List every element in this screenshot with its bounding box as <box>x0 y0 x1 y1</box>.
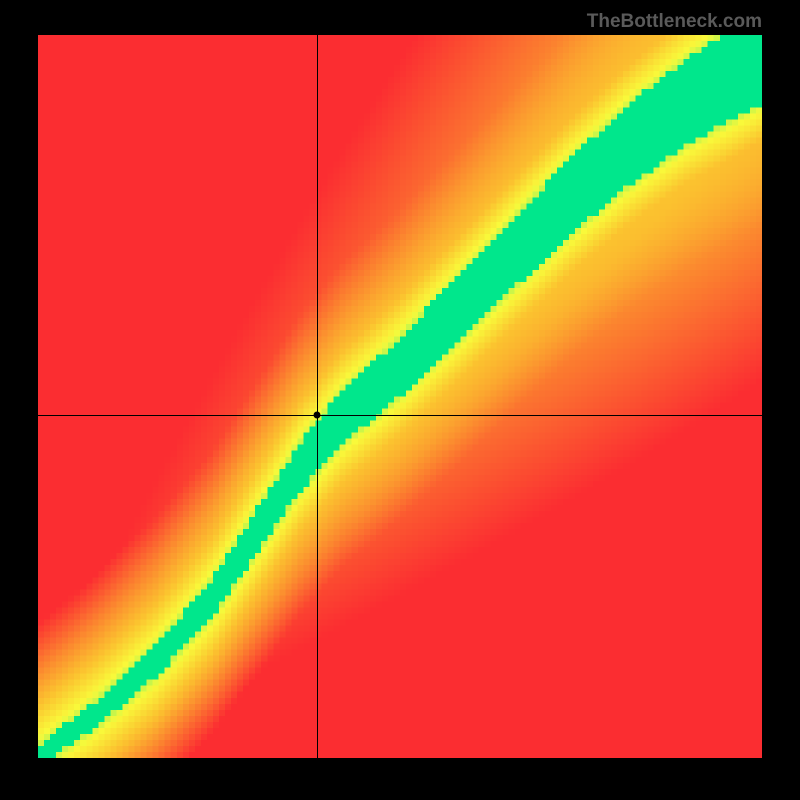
bottleneck-heatmap <box>38 35 762 758</box>
crosshair-point <box>313 411 320 418</box>
crosshair-vertical <box>317 35 318 758</box>
chart-container: TheBottleneck.com <box>0 0 800 800</box>
watermark-text: TheBottleneck.com <box>587 11 762 33</box>
crosshair-horizontal <box>38 415 762 416</box>
plot-area <box>38 35 762 758</box>
